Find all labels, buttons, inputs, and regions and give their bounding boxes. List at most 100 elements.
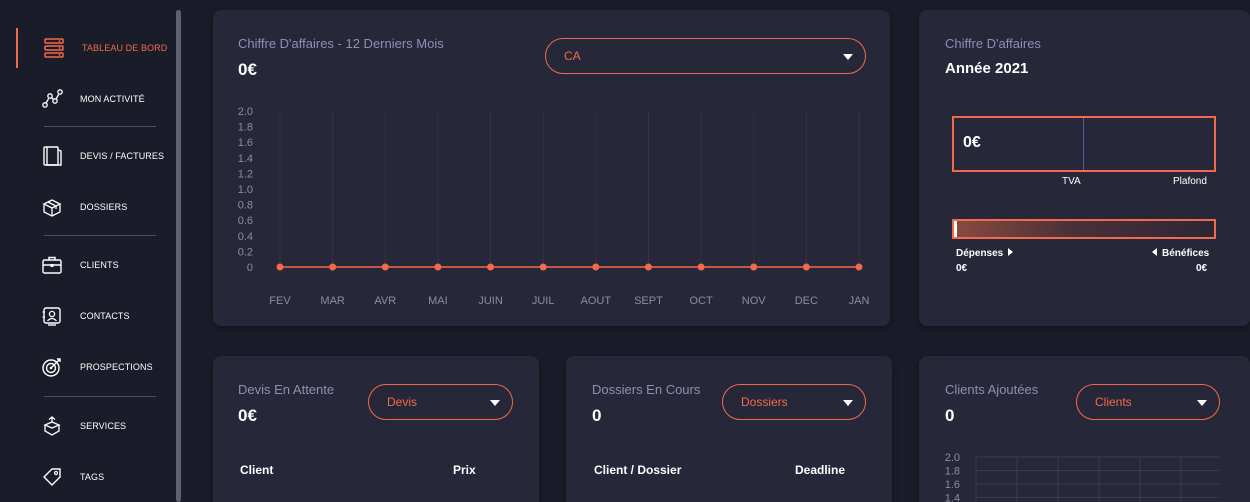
clients-value: 0 <box>945 406 955 425</box>
revenue-year-title: Chiffre D'affaires <box>945 36 1041 51</box>
sidebar-item-label: DOSSIERS <box>80 202 128 212</box>
clients-select[interactable]: Clients <box>1076 384 1220 420</box>
quotes-title: Devis En Attente <box>238 382 335 397</box>
revenue-gauge-divider <box>1083 118 1084 170</box>
tag-icon <box>40 465 64 489</box>
contacts-icon <box>40 304 64 328</box>
folders-column-deadline: Deadline <box>795 463 846 477</box>
revenue-12-months-title: Chiffre D'affaires - 12 Derniers Mois <box>238 36 444 51</box>
sidebar-item-prospections[interactable]: PROSPECTIONS <box>16 347 166 387</box>
x-tick-label: FEV <box>269 295 291 307</box>
revenue-12-months-value: 0€ <box>238 60 257 79</box>
y-tick-label: 2.0 <box>238 106 253 118</box>
clients-select-value: Clients <box>1095 395 1132 409</box>
sidebar-item-mon-activite[interactable]: MON ACTIVITÉ <box>16 79 166 119</box>
depenses-value: 0€ <box>956 263 968 274</box>
sidebar-divider <box>44 235 156 236</box>
chevron-down-icon <box>1197 400 1207 406</box>
clients-line-chart: 2.0 1.81.6 1.4 <box>945 452 1219 502</box>
revenue-year-card <box>919 10 1250 326</box>
revenue-gauge-box <box>952 116 1216 172</box>
y-tick-label: 1.4 <box>238 153 253 165</box>
revenue-point <box>802 263 810 271</box>
sidebar-item-clients[interactable]: CLIENTS <box>16 245 166 285</box>
quotes-column-price: Prix <box>453 463 476 477</box>
invoice-icon <box>40 144 64 168</box>
sidebar-item-label: CONTACTS <box>80 311 130 321</box>
folders-select-value: Dossiers <box>741 395 788 409</box>
chevron-down-icon <box>490 400 500 406</box>
y-tick-label: 0.8 <box>238 200 253 212</box>
activity-icon <box>40 87 64 111</box>
folders-select[interactable]: Dossiers <box>722 384 866 420</box>
caret-right-icon <box>1008 248 1014 256</box>
y-tick-label: 2.0 <box>945 452 960 464</box>
chevron-down-icon <box>843 400 853 406</box>
sidebar-item-label: DEVIS / FACTURES <box>80 151 165 161</box>
services-icon <box>40 414 64 438</box>
plafond-label: Plafond <box>1173 176 1207 187</box>
sidebar-item-label: TABLEAU DE BORD <box>82 43 168 53</box>
folders-title: Dossiers En Cours <box>592 382 701 397</box>
x-tick-label: DEC <box>795 295 818 307</box>
folders-column-client: Client / Dossier <box>594 463 682 477</box>
x-tick-label: JUIN <box>478 295 503 307</box>
revenue-point <box>487 263 495 271</box>
benefices-value: 0€ <box>1196 263 1208 274</box>
x-tick-label: JAN <box>849 295 870 307</box>
revenue-point <box>855 263 863 271</box>
depenses-label: Dépenses <box>956 248 1014 259</box>
y-tick-label: 1.8 <box>238 122 253 134</box>
sidebar-item-contacts[interactable]: CONTACTS <box>16 296 166 336</box>
quotes-card <box>213 356 539 502</box>
revenue-point <box>592 263 600 271</box>
sidebar-item-tags[interactable]: TAGS <box>16 457 166 497</box>
x-tick-label: AVR <box>374 295 396 307</box>
tva-label: TVA <box>1062 176 1081 187</box>
x-tick-label: JUIL <box>532 295 555 307</box>
caret-left-icon <box>1152 248 1157 256</box>
revenue-point <box>276 263 284 271</box>
revenue-point <box>434 263 442 271</box>
sidebar-item-services[interactable]: SERVICES <box>16 406 166 446</box>
x-tick-label: MAR <box>320 295 345 307</box>
revenue-point <box>329 263 337 271</box>
quotes-column-client: Client <box>240 463 274 477</box>
y-tick-label: 0 <box>247 262 253 274</box>
quotes-select-value: Devis <box>387 395 418 409</box>
sidebar-item-dossiers[interactable]: DOSSIERS <box>16 187 166 227</box>
sidebar: TABLEAU DE BORD MON ACTIVITÉ DEVIS / FAC… <box>0 0 181 502</box>
expenses-benefits-marker <box>954 221 957 237</box>
y-tick-label: 1.6 <box>945 479 960 491</box>
sidebar-divider <box>44 126 156 127</box>
expenses-benefits-bar <box>952 219 1216 239</box>
x-tick-label: MAI <box>428 295 448 307</box>
sidebar-divider <box>44 396 156 397</box>
sidebar-item-label: PROSPECTIONS <box>80 362 153 372</box>
dashboard-icon <box>42 36 66 60</box>
clients-card <box>919 356 1250 502</box>
revenue-point <box>539 263 547 271</box>
folders-value: 0 <box>592 406 602 425</box>
revenue-point <box>644 263 652 271</box>
sidebar-item-label: MON ACTIVITÉ <box>80 94 145 104</box>
quotes-select[interactable]: Devis <box>368 384 513 420</box>
sidebar-item-tableau-de-bord[interactable]: TABLEAU DE BORD <box>16 28 168 68</box>
revenue-type-select[interactable]: CA <box>545 38 866 74</box>
x-tick-label: OCT <box>689 295 713 307</box>
x-tick-label: NOV <box>742 295 767 307</box>
revenue-year-amount: 0€ <box>963 134 981 151</box>
sidebar-item-devis-factures[interactable]: DEVIS / FACTURES <box>16 136 166 176</box>
revenue-point <box>381 263 389 271</box>
sidebar-scrollbar[interactable] <box>176 10 181 502</box>
benefices-label: Bénéfices <box>1152 248 1209 259</box>
y-tick-label: 1.8 <box>945 466 960 478</box>
sidebar-item-label: SERVICES <box>80 421 127 431</box>
quotes-value: 0€ <box>238 406 257 425</box>
sidebar-item-label: CLIENTS <box>80 260 119 270</box>
revenue-line-chart: 2.0 1.8 1.6 1.4 1.2 1.0 0.8 0.6 0.4 0.2 0 FEV MAR AVR… <box>238 106 870 307</box>
briefcase-icon <box>40 253 64 277</box>
revenue-year-label: Année 2021 <box>945 60 1029 77</box>
y-tick-label: 0.6 <box>238 215 253 227</box>
y-tick-label: 1.6 <box>238 137 253 149</box>
